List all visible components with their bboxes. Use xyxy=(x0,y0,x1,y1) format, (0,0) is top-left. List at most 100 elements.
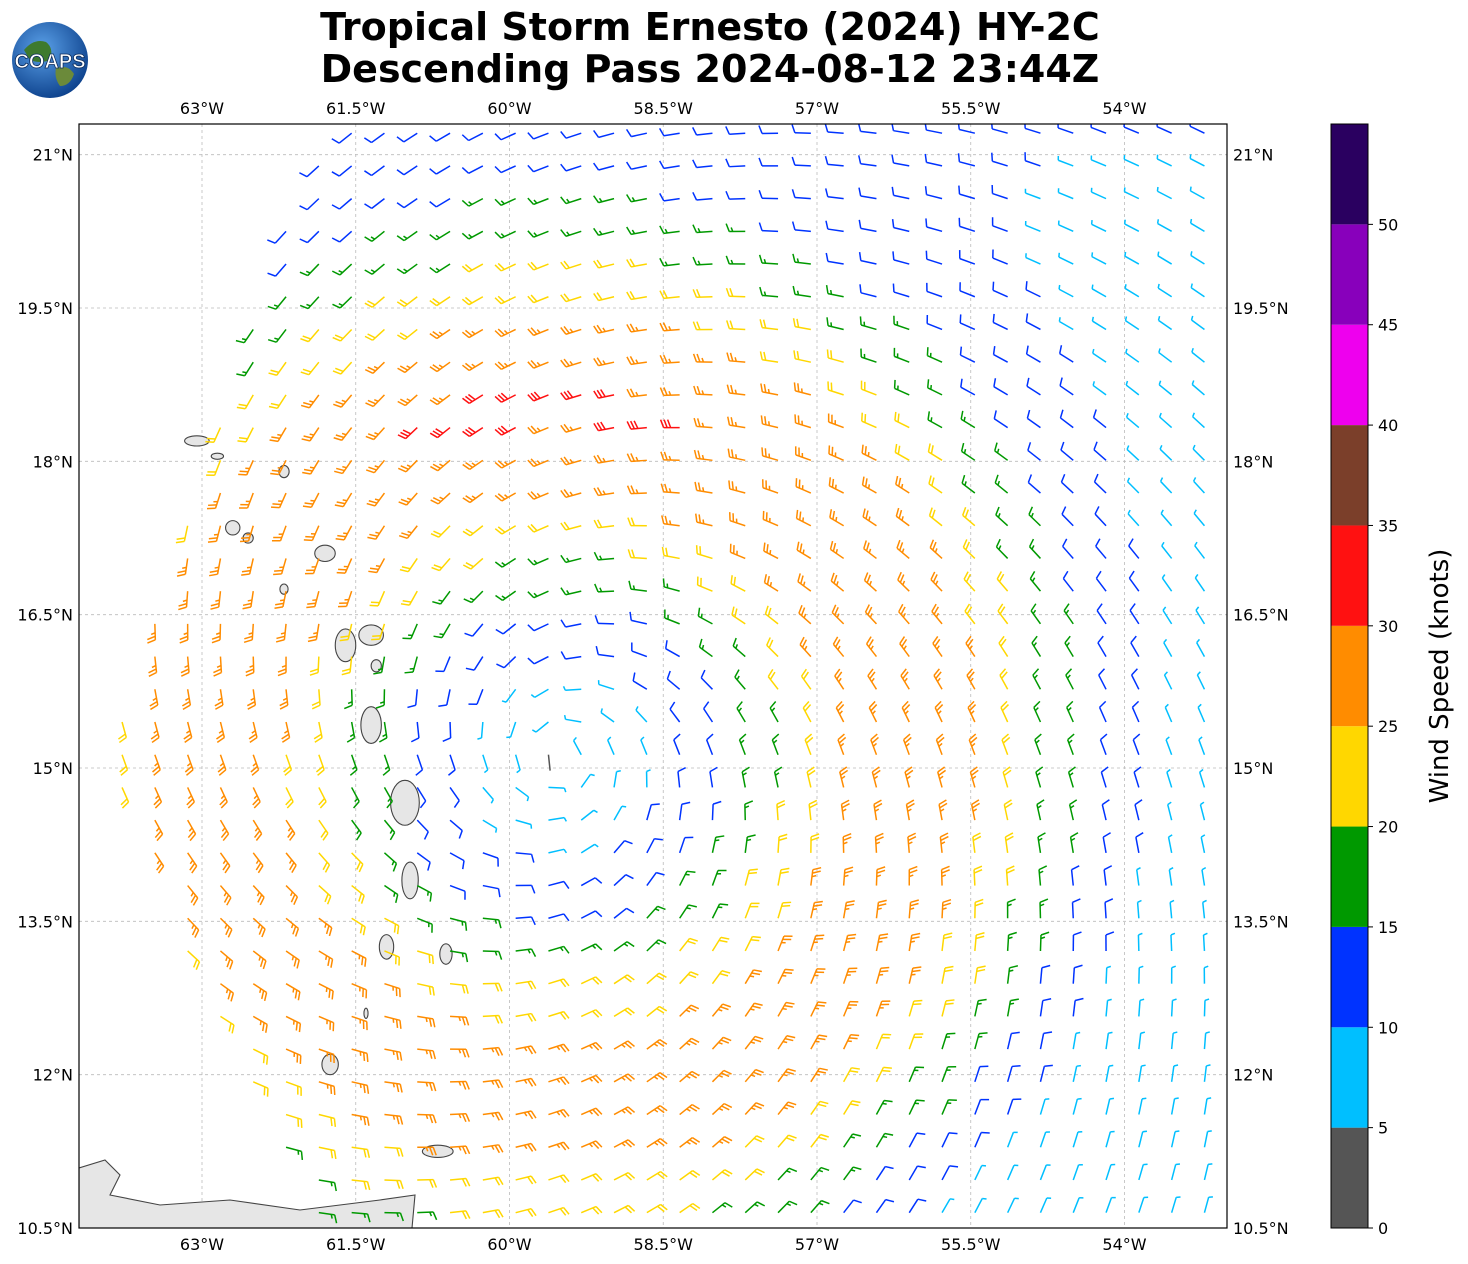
wind-barb xyxy=(514,754,521,774)
wind-barb xyxy=(860,380,877,396)
wind-barb xyxy=(429,197,451,208)
wind-barb xyxy=(213,656,223,677)
wind-barb xyxy=(875,1066,892,1083)
wind-barb xyxy=(966,668,976,690)
wind-barb xyxy=(1202,932,1208,952)
wind-barb xyxy=(970,799,981,821)
wind-barb xyxy=(383,819,396,841)
wind-barb xyxy=(777,833,788,853)
wind-barb xyxy=(629,611,648,625)
wind-barb xyxy=(548,1206,570,1216)
wind-barb xyxy=(711,1003,731,1017)
wind-barb xyxy=(303,525,320,542)
wind-barb xyxy=(417,1211,438,1221)
wind-barb xyxy=(350,787,360,809)
wind-barb xyxy=(829,509,845,527)
wind-barb xyxy=(810,1001,827,1017)
wind-barb xyxy=(449,1177,471,1187)
wind-barb xyxy=(991,217,1008,233)
wind-barb xyxy=(993,410,1009,429)
island xyxy=(314,544,336,563)
wind-barb xyxy=(666,670,681,690)
wind-barb xyxy=(300,361,320,376)
wind-barb xyxy=(871,766,881,788)
wind-barb xyxy=(933,668,943,690)
wind-barb xyxy=(279,689,289,710)
wind-barb xyxy=(842,866,854,886)
wind-barb xyxy=(613,1139,636,1148)
wind-barb xyxy=(900,668,910,690)
wind-barb xyxy=(626,356,647,366)
wind-barb xyxy=(940,865,950,886)
wind-barb xyxy=(995,538,1009,559)
wind-barb xyxy=(462,525,484,537)
wind-barb xyxy=(679,1103,700,1116)
colorbar-tick-label: 45 xyxy=(1378,316,1398,335)
wind-barb xyxy=(1135,832,1144,853)
wind-barb xyxy=(285,1146,304,1160)
wind-barb xyxy=(628,580,647,592)
wind-barb xyxy=(725,287,746,298)
wind-barb xyxy=(659,419,680,429)
lat-tick-left: 18°N xyxy=(33,452,73,471)
wind-barb xyxy=(450,1015,470,1026)
wind-barb xyxy=(677,767,686,788)
wind-barb xyxy=(351,917,366,936)
wind-barb xyxy=(1163,638,1173,657)
wind-barb xyxy=(313,721,323,743)
wind-barb xyxy=(1072,997,1084,1017)
wind-barb xyxy=(777,1035,796,1050)
wind-barb xyxy=(764,605,779,625)
wind-barb xyxy=(1130,668,1140,690)
wind-barb xyxy=(318,1146,337,1160)
wind-barb xyxy=(646,803,660,821)
wind-barb xyxy=(840,799,850,821)
wind-barb xyxy=(992,281,1008,298)
wind-barb xyxy=(482,1111,504,1121)
wind-barb xyxy=(270,492,287,509)
wind-barb xyxy=(384,1048,403,1061)
wind-barb xyxy=(1165,736,1173,755)
wind-barb xyxy=(482,1046,504,1057)
wind-barb xyxy=(318,819,329,841)
wind-barb xyxy=(515,852,535,863)
wind-barb xyxy=(1156,154,1172,167)
wind-barb xyxy=(711,1202,733,1214)
wind-barb xyxy=(1163,671,1173,690)
wind-barb xyxy=(1158,412,1173,429)
lon-tick-bottom: 54°W xyxy=(1102,1235,1146,1254)
wind-barb xyxy=(154,852,165,874)
wind-barb xyxy=(1190,251,1205,265)
wind-barb xyxy=(934,700,944,723)
wind-barb xyxy=(679,904,697,919)
wind-barb xyxy=(331,165,353,177)
wind-barb xyxy=(834,668,845,690)
wind-barb xyxy=(843,1199,862,1214)
wind-barb xyxy=(858,252,877,265)
wind-barb xyxy=(777,901,792,919)
wind-barb xyxy=(417,1146,437,1156)
wind-barb xyxy=(679,1169,701,1181)
colorbar-segment xyxy=(1331,1127,1368,1228)
wind-barb xyxy=(1200,834,1206,853)
wind-barb xyxy=(931,603,943,625)
wind-barb xyxy=(397,328,418,341)
colorbar-segment xyxy=(1331,525,1368,626)
wind-barb xyxy=(580,877,603,887)
wind-barb xyxy=(994,474,1009,494)
wind-barb xyxy=(679,971,699,985)
wind-barb xyxy=(974,1098,990,1115)
wind-barb xyxy=(659,289,680,300)
wind-barb xyxy=(791,124,811,134)
wind-barb xyxy=(824,124,844,134)
wind-barb xyxy=(1035,766,1044,788)
wind-barb xyxy=(941,1032,956,1050)
wind-barb xyxy=(825,220,844,233)
wind-barb xyxy=(1072,1164,1083,1181)
wind-barb xyxy=(646,1203,668,1214)
wind-barb xyxy=(826,349,844,363)
wind-barb xyxy=(960,442,976,461)
wind-barb xyxy=(176,558,189,577)
wind-barb xyxy=(793,382,812,396)
wind-barb xyxy=(810,866,822,886)
